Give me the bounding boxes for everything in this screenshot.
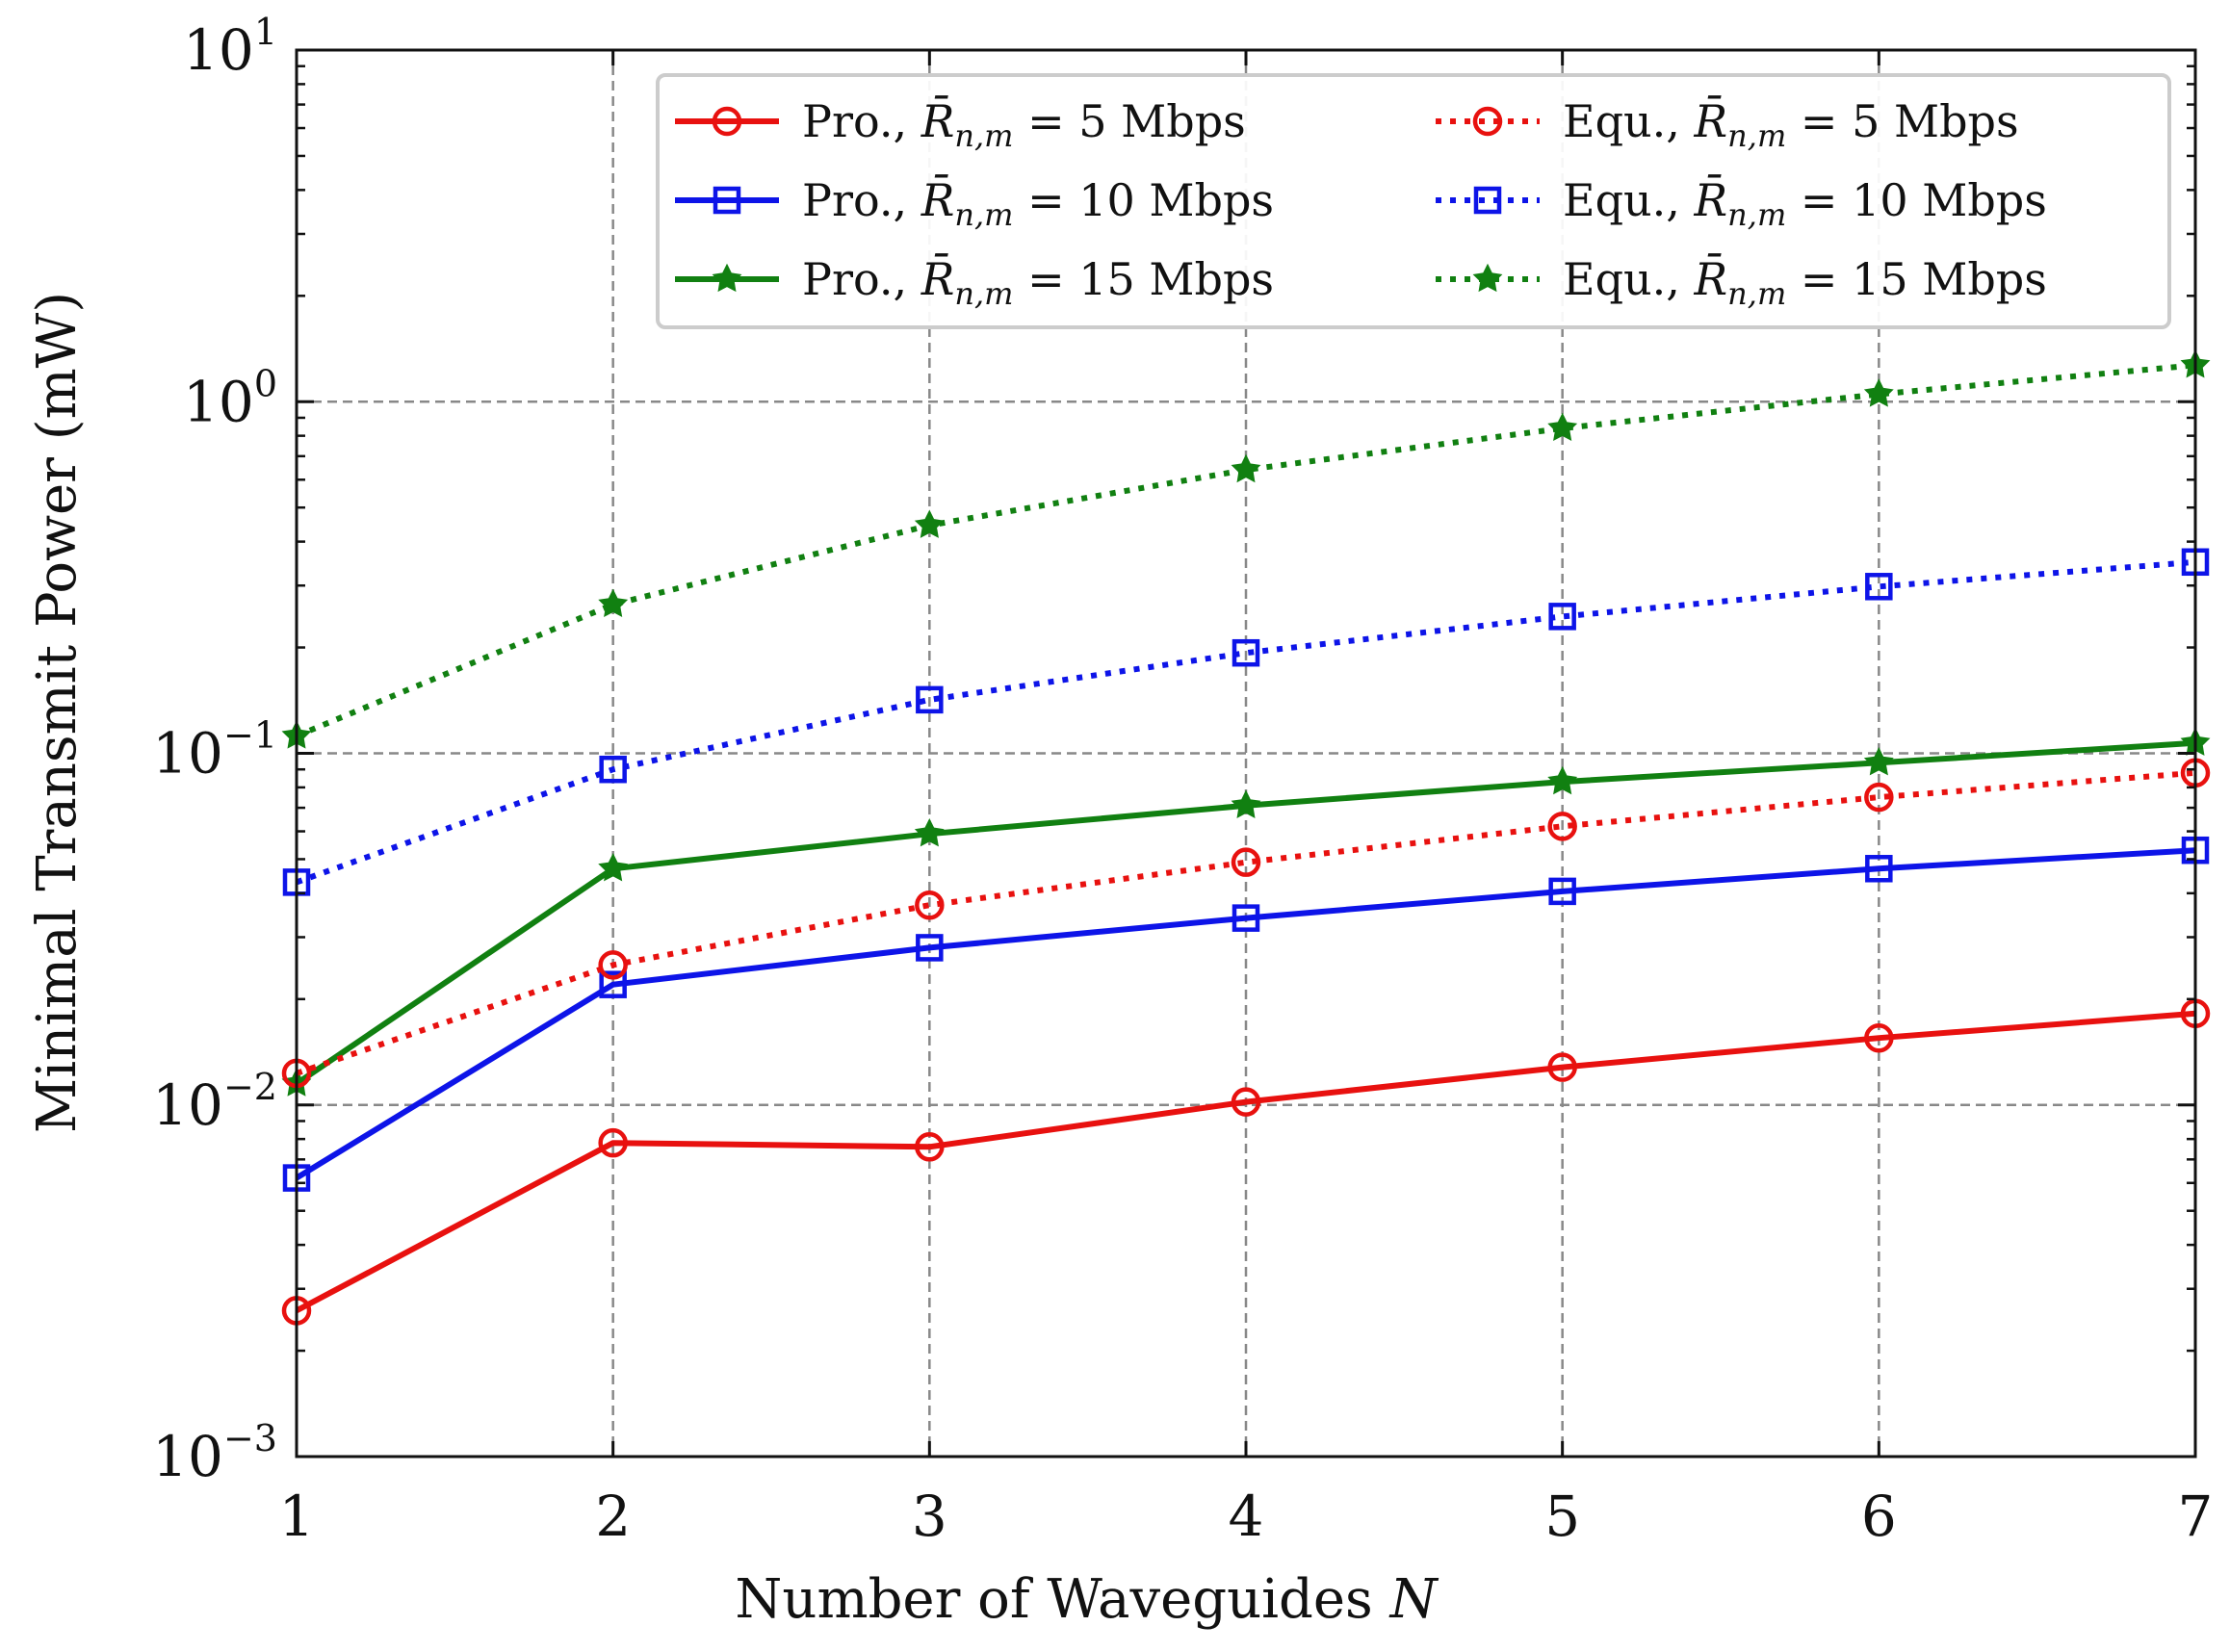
data-point-circle bbox=[1864, 1022, 1894, 1053]
data-point-square bbox=[599, 970, 627, 998]
data-point-star bbox=[1863, 747, 1894, 776]
data-point-square bbox=[916, 934, 944, 962]
data-point-star bbox=[1472, 263, 1503, 293]
data-point-circle bbox=[1231, 847, 1261, 877]
data-point-circle bbox=[598, 1127, 628, 1158]
data-point-square bbox=[1548, 877, 1576, 906]
data-point-square bbox=[916, 685, 944, 714]
data-point-star bbox=[914, 817, 945, 847]
series-line bbox=[296, 769, 2196, 1076]
series-layer bbox=[281, 349, 2211, 1326]
data-point-square bbox=[713, 186, 741, 215]
data-point-star bbox=[1231, 453, 1261, 483]
data-point-star bbox=[1547, 765, 1578, 795]
x-tick-label: 1 bbox=[279, 1484, 315, 1549]
legend-label: Equ., R̄n,m = 15 Mbps bbox=[1563, 252, 2047, 312]
data-point-circle bbox=[915, 1132, 945, 1162]
legend-box bbox=[656, 73, 2171, 329]
data-point-square bbox=[1232, 904, 1260, 932]
legend-item-4: Equ., R̄n,m = 5 Mbps bbox=[1436, 94, 2019, 154]
data-point-circle bbox=[915, 890, 945, 920]
series-line bbox=[295, 847, 2196, 1181]
legend: Pro., R̄n,m = 5 Mbps Pro., R̄n,m = 10 Mbp… bbox=[656, 73, 2171, 329]
legend-label: Pro., R̄n,m = 15 Mbps bbox=[802, 252, 1274, 312]
y-tick-label: 100 bbox=[183, 362, 277, 434]
x-tick-label: 5 bbox=[1544, 1484, 1580, 1549]
legend-item-6: Equ., R̄n,m = 15 Mbps bbox=[1436, 252, 2047, 312]
series-1 bbox=[281, 998, 2211, 1326]
data-point-square bbox=[1865, 573, 1893, 601]
x-axis-label: Number of Waveguides N bbox=[735, 1568, 1439, 1631]
series-line bbox=[295, 558, 2196, 886]
data-point-square bbox=[1473, 186, 1502, 215]
y-tick-label: 10−2 bbox=[152, 1066, 277, 1138]
data-point-star bbox=[1863, 378, 1894, 407]
data-point-circle bbox=[712, 106, 742, 137]
y-tick-label: 10−3 bbox=[152, 1417, 277, 1489]
data-point-square bbox=[1232, 638, 1260, 667]
data-point-star bbox=[712, 263, 742, 293]
data-point-circle bbox=[1231, 1087, 1261, 1117]
x-tick-label: 4 bbox=[1229, 1484, 1264, 1549]
legend-item-2: Pro., R̄n,m = 10 Mbps bbox=[675, 173, 1274, 233]
data-point-square bbox=[1548, 603, 1576, 631]
data-point-star bbox=[914, 509, 945, 538]
x-tick-label: 2 bbox=[595, 1484, 631, 1549]
data-point-square bbox=[1865, 855, 1893, 883]
y-tick-label: 101 bbox=[183, 11, 277, 83]
y-axis-label: Minimal Transmit Power (mW) bbox=[26, 292, 89, 1133]
x-tick-label: 7 bbox=[2178, 1484, 2214, 1549]
data-point-circle bbox=[1864, 782, 1894, 813]
legend-item-1: Pro., R̄n,m = 5 Mbps bbox=[675, 94, 1246, 154]
legend-label: Pro., R̄n,m = 5 Mbps bbox=[802, 94, 1246, 154]
data-point-star bbox=[1547, 412, 1578, 442]
x-tick-label: 3 bbox=[912, 1484, 947, 1549]
legend-label: Pro., R̄n,m = 10 Mbps bbox=[802, 173, 1274, 233]
data-point-circle bbox=[1547, 1052, 1577, 1082]
y-tick-label: 10−1 bbox=[152, 714, 277, 787]
series-line bbox=[295, 1010, 2196, 1314]
data-point-square bbox=[599, 755, 627, 784]
data-point-star bbox=[598, 588, 629, 618]
axes: 1 2 3 4 5 6 7 10−3 10−2 10−1 100 101 bbox=[152, 11, 2213, 1549]
legend-label: Equ., R̄n,m = 5 Mbps bbox=[1563, 94, 2019, 154]
legend-item-5: Equ., R̄n,m = 10 Mbps bbox=[1436, 173, 2047, 233]
legend-label: Equ., R̄n,m = 10 Mbps bbox=[1563, 173, 2047, 233]
x-tick-label: 6 bbox=[1861, 1484, 1897, 1549]
data-point-star bbox=[598, 853, 629, 882]
data-point-star bbox=[1231, 789, 1261, 819]
data-point-circle bbox=[1547, 812, 1577, 841]
legend-item-3: Pro., R̄n,m = 15 Mbps bbox=[675, 252, 1274, 312]
data-point-circle bbox=[598, 950, 628, 980]
data-point-circle bbox=[1472, 106, 1503, 137]
